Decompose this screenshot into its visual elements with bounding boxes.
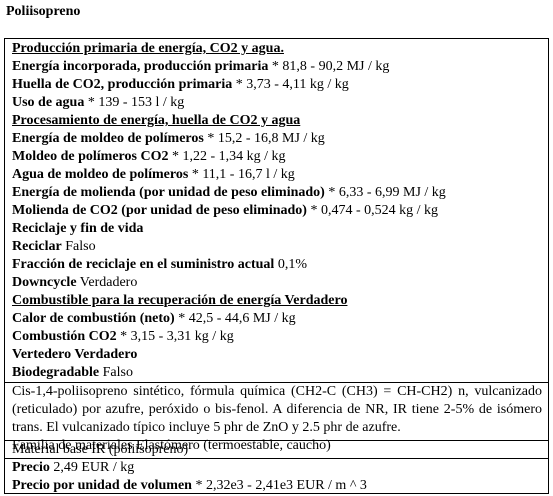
row-co2-footprint: Huella de CO2, producción primaria * 3,7… [12, 76, 542, 94]
row-label: Huella de CO2, producción primaria [12, 77, 233, 92]
row-value: Verdadero [76, 275, 138, 290]
row-value: * 81,8 - 90,2 MJ / kg [268, 59, 390, 74]
row-label: Energía de moldeo de polímeros [12, 131, 204, 146]
row-label: Calor de combustión (neto) [12, 311, 175, 326]
row-label: Moldeo de polímeros CO2 [12, 149, 169, 164]
row-label: Molienda de CO2 (por unidad de peso elim… [12, 203, 307, 218]
row-combustion-co2: Combustión CO2 * 3,15 - 3,31 kg / kg [12, 328, 542, 346]
row-water-use: Uso de agua * 139 - 153 l / kg [12, 94, 542, 112]
row-label: Energía incorporada, producción primaria [12, 59, 269, 74]
row-value: * 42,5 - 44,6 MJ / kg [174, 311, 296, 326]
material-datasheet: Producción primaria de energía, CO2 y ag… [4, 38, 549, 494]
row-value: * 139 - 153 l / kg [84, 95, 185, 110]
row-value: * 3,73 - 4,11 kg / kg [232, 77, 349, 92]
description-text: Cis-1,4-poliisopreno sintético, fórmula … [12, 384, 542, 435]
row-price-per-volume: Precio por unidad de volumen * 2,32e3 - … [12, 477, 542, 495]
row-label: Combustión CO2 [12, 329, 117, 344]
row-label: Fracción de reciclaje en el suministro a… [12, 257, 275, 272]
row-label: Biodegradable [12, 365, 100, 380]
material-family: Familia de materiales Elastómero (termoe… [12, 438, 331, 453]
price-section: Precio 2,49 EUR / kg Precio por unidad d… [5, 458, 548, 494]
section-heading-fuel-recovery: Combustible para la recuperación de ener… [12, 293, 348, 308]
row-molding-water: Agua de moldeo de polímeros * 11,1 - 16,… [12, 166, 542, 184]
base-material-section: Material base IR (poliisopreno) [5, 440, 548, 458]
row-embodied-energy: Energía incorporada, producción primaria… [12, 58, 542, 76]
row-milling-energy: Energía de molienda (por unidad de peso … [12, 184, 542, 202]
row-value: Falso [61, 239, 96, 254]
section-heading-recycling: Reciclaje y fin de vida [12, 221, 144, 236]
row-label: Downcycle [12, 275, 77, 290]
row-recycle-fraction: Fracción de reciclaje en el suministro a… [12, 256, 542, 274]
row-molding-co2: Moldeo de polímeros CO2 * 1,22 - 1,34 kg… [12, 148, 542, 166]
row-value: * 1,22 - 1,34 kg / kg [168, 149, 286, 164]
row-label: Precio [12, 460, 50, 475]
row-value: * 11,1 - 16,7 l / kg [188, 167, 295, 182]
description-section: Cis-1,4-poliisopreno sintético, fórmula … [5, 382, 548, 458]
row-combustion-heat: Calor de combustión (neto) * 42,5 - 44,6… [12, 310, 542, 328]
base-material: Material base IR (poliisopreno) [12, 442, 189, 457]
row-value: Falso [99, 365, 133, 380]
row-value: * 3,15 - 3,31 kg / kg [116, 329, 234, 344]
row-value: * 15,2 - 16,8 MJ / kg [203, 131, 325, 146]
row-label: Precio por unidad de volumen [12, 478, 192, 493]
row-value: 2,49 EUR / kg [49, 460, 135, 475]
row-value: * 6,33 - 6,99 MJ / kg [324, 185, 446, 200]
row-molding-energy: Energía de moldeo de polímeros * 15,2 - … [12, 130, 542, 148]
row-landfill: Vertedero Verdadero [12, 347, 138, 362]
row-recycle: Reciclar Falso [12, 238, 542, 256]
row-label: Agua de moldeo de polímeros [12, 167, 189, 182]
row-biodegradable: Biodegradable Falso [12, 364, 542, 382]
row-milling-co2: Molienda de CO2 (por unidad de peso elim… [12, 202, 542, 220]
row-value: * 0,474 - 0,524 kg / kg [306, 203, 439, 218]
row-downcycle: Downcycle Verdadero [12, 274, 542, 292]
row-value: * 2,32e3 - 2,41e3 EUR / m ^ 3 [191, 478, 367, 493]
section-heading-primary-production: Producción primaria de energía, CO2 y ag… [12, 41, 284, 56]
row-label: Reciclar [12, 239, 62, 254]
row-value: 0,1% [274, 257, 307, 272]
page-title: Poliisopreno [6, 4, 81, 19]
row-price: Precio 2,49 EUR / kg [12, 459, 542, 477]
row-label: Energía de molienda (por unidad de peso … [12, 185, 325, 200]
section-heading-processing: Procesamiento de energía, huella de CO2 … [12, 113, 301, 128]
row-label: Uso de agua [12, 95, 85, 110]
